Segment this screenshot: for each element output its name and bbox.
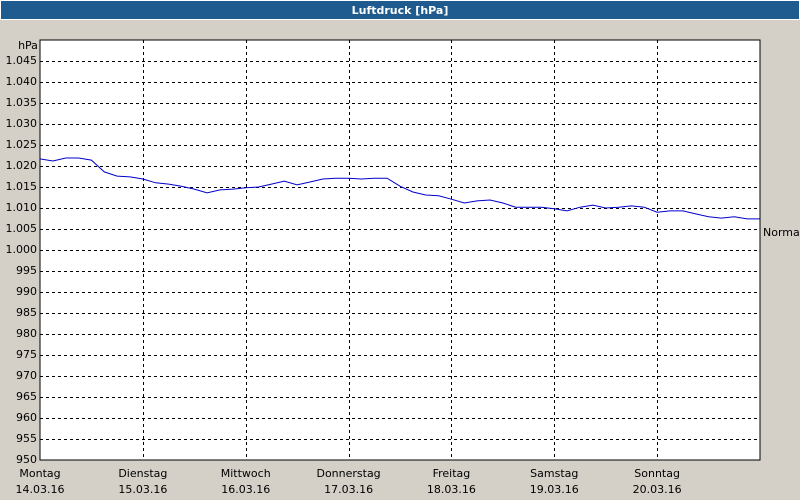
y-tick-label: 985 [16, 306, 37, 319]
title-bar [0, 0, 800, 20]
y-tick-label: 1.005 [6, 222, 38, 235]
x-tick-date: 18.03.16 [427, 483, 476, 496]
chart-title: Luftdruck [hPa] [352, 4, 449, 17]
y-tick-label: 1.045 [6, 54, 38, 67]
y-tick-label: 1.015 [6, 180, 38, 193]
x-tick-label: Samstag [530, 467, 578, 480]
y-tick-label: 1.040 [6, 75, 38, 88]
y-tick-label: 955 [16, 432, 37, 445]
y-tick-label: 1.035 [6, 96, 38, 109]
y-tick-label: 1.030 [6, 117, 38, 130]
y-unit: hPa [18, 39, 38, 52]
y-tick-label: 1.000 [6, 243, 38, 256]
y-tick-label: 970 [16, 369, 37, 382]
x-tick-label: Donnerstag [316, 467, 380, 480]
y-tick-label: 950 [16, 453, 37, 466]
x-tick-date: 20.03.16 [633, 483, 682, 496]
x-tick-label: Freitag [433, 467, 471, 480]
y-tick-label: 975 [16, 348, 37, 361]
y-tick-label: 990 [16, 285, 37, 298]
x-tick-label: Montag [19, 467, 60, 480]
y-tick-label: 960 [16, 411, 37, 424]
data-line [39, 157, 760, 220]
x-tick-date: 15.03.16 [118, 483, 167, 496]
x-tick-label: Mittwoch [221, 467, 271, 480]
y-tick-label: 980 [16, 327, 37, 340]
x-tick-label: Dienstag [118, 467, 167, 480]
annotation: Normal [763, 226, 800, 239]
y-tick-label: 995 [16, 264, 37, 277]
x-tick-date: 17.03.16 [324, 483, 373, 496]
x-tick-label: Sonntag [634, 467, 680, 480]
x-tick-date: 16.03.16 [221, 483, 270, 496]
y-tick-label: 1.020 [6, 159, 38, 172]
y-tick-label: 965 [16, 390, 37, 403]
y-tick-label: 1.025 [6, 138, 38, 151]
x-tick-date: 14.03.16 [16, 483, 65, 496]
x-tick-date: 19.03.16 [530, 483, 579, 496]
y-tick-label: 1.010 [6, 201, 38, 214]
